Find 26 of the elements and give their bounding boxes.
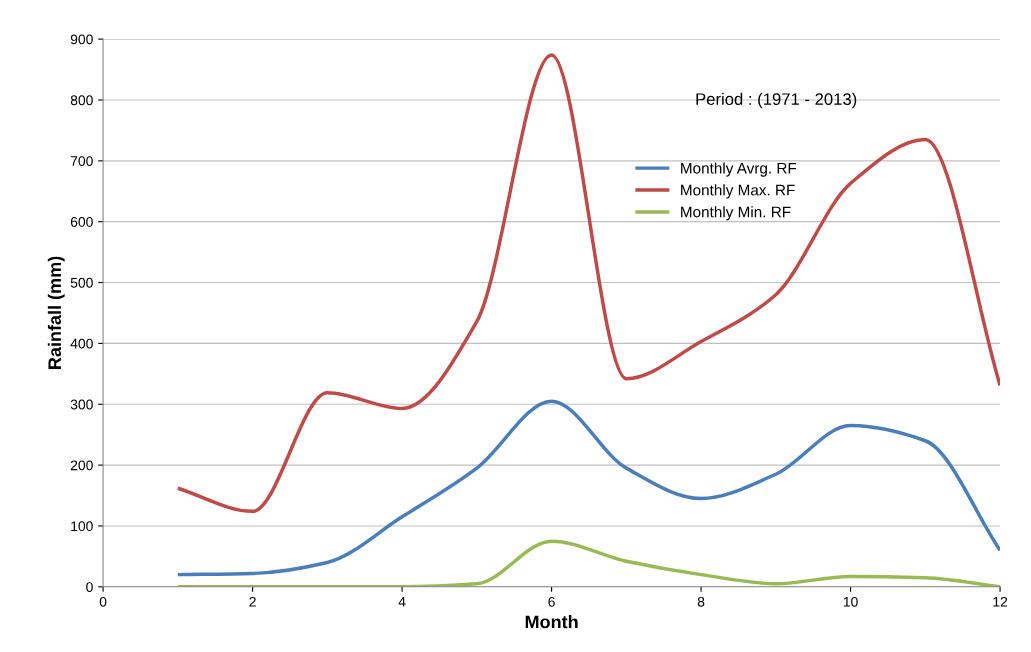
y-tick-label: 500 — [70, 277, 93, 288]
line-series — [176, 539, 1001, 587]
y-tick-label: 400 — [70, 338, 93, 349]
x-tick-label: 2 — [249, 596, 256, 607]
line-series — [176, 399, 1001, 577]
y-tick-label: 700 — [70, 156, 93, 166]
y-tick-label: 100 — [71, 521, 93, 532]
y-tick-label: 900 — [70, 34, 93, 45]
x-tick-label: 8 — [697, 596, 705, 607]
legend-label: Monthly Max. RF — [681, 184, 795, 199]
x-tick-label: 4 — [398, 597, 406, 607]
annotation: Period : (1971 - 2013) — [696, 92, 857, 109]
x-tick-label: 6 — [548, 596, 555, 607]
y-tick-label: 0 — [86, 582, 93, 592]
x-tick-label: 12 — [993, 596, 1008, 607]
legend-label: Monthly Min. RF — [681, 206, 791, 221]
y-tick-label: 300 — [70, 399, 93, 410]
legend-label: Monthly Avrg. RF — [681, 162, 797, 177]
y-tick-label: 800 — [70, 95, 93, 106]
x-tick-label: 10 — [843, 596, 858, 607]
x-tick-label: 0 — [99, 596, 107, 607]
y-tick-label: 600 — [70, 217, 93, 227]
y-tick-label: 200 — [70, 460, 93, 471]
x-axis-title: Month — [525, 615, 578, 629]
line-series — [176, 53, 1001, 514]
y-axis-title: Rainfall (mm) — [47, 256, 65, 369]
